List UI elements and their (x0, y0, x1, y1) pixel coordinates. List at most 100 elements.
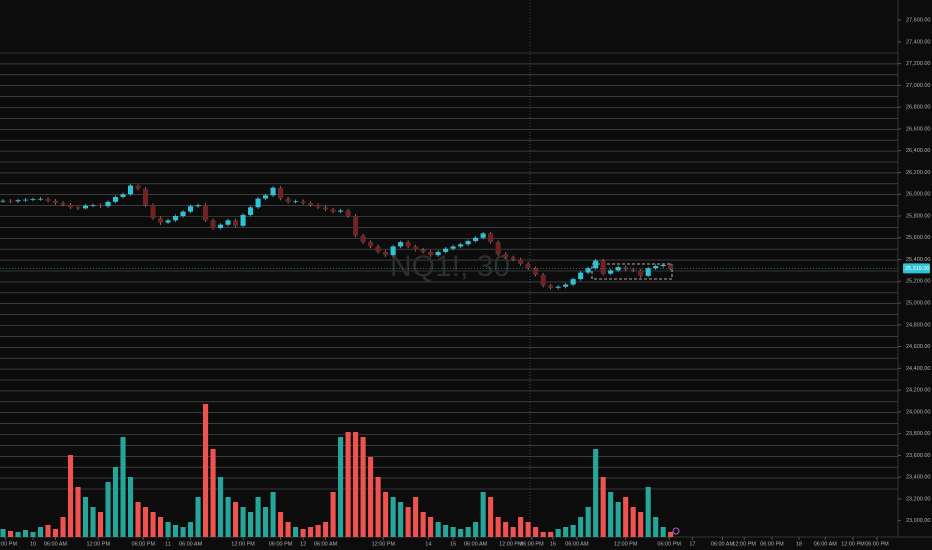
event-marker[interactable] (672, 527, 680, 535)
y-tick-label: 27,000.00 (906, 83, 930, 89)
x-tick-label: 18 (796, 541, 802, 547)
drawn-levels (0, 52, 898, 490)
candle-body (240, 214, 246, 226)
volume-bar (120, 437, 126, 537)
candle-body (255, 198, 261, 208)
candle-body (458, 244, 464, 247)
candle-body (638, 270, 644, 276)
candle-body (428, 251, 434, 256)
candle-body (15, 200, 21, 202)
candle-body (105, 201, 111, 207)
volume-bar (375, 477, 381, 537)
candle-body (285, 198, 291, 202)
volume-bar (330, 492, 336, 537)
x-tick-label: 06:00 AM (44, 541, 68, 547)
volume-bar (405, 507, 411, 537)
candle-body (480, 233, 486, 238)
range-box (591, 263, 673, 280)
volume-bar (570, 525, 576, 537)
candle-body (413, 246, 419, 250)
candle-body (570, 279, 576, 285)
candle-body (645, 268, 651, 276)
candle-body (465, 241, 471, 245)
y-tick-label: 27,200.00 (906, 61, 930, 67)
x-tick-label: 06:00 AM (179, 541, 203, 547)
volume-bar (97, 512, 104, 537)
candle-body (203, 205, 209, 221)
x-tick-label: 06:00 PM (657, 541, 681, 547)
volume-bar (488, 497, 494, 537)
y-tick-label: 25,800.00 (906, 213, 930, 219)
volume-bar (458, 529, 464, 537)
volume-bar (82, 497, 89, 537)
x-tick-label: 10 (30, 541, 36, 547)
candle-body (525, 263, 531, 269)
x-tick-label: 17 (689, 541, 695, 547)
candle-body (338, 210, 344, 212)
volume-bar (293, 527, 299, 537)
volume-bar (278, 512, 284, 537)
volume-bar (112, 467, 119, 537)
x-tick-label: 12:00 PM (614, 541, 638, 547)
volume-bar (15, 532, 21, 537)
volume-bar (22, 530, 29, 537)
y-tick-label: 26,600.00 (906, 126, 930, 132)
volume-bar (615, 502, 621, 537)
volume-bar (360, 437, 366, 537)
candle-body (653, 266, 659, 269)
volume-bar (390, 497, 396, 537)
candle-body (630, 269, 636, 271)
candle-body (435, 251, 441, 256)
candle-body (210, 220, 216, 228)
volume-bar (540, 532, 546, 537)
y-tick-label: 23,600.00 (906, 453, 930, 459)
candle-body (180, 211, 186, 216)
candle-body (300, 201, 306, 203)
candle-body (615, 267, 621, 271)
volume-bar (608, 492, 614, 537)
volume-bar (465, 527, 471, 537)
x-tick-label: 06:00 AM (314, 541, 338, 547)
x-tick-label: 14 (425, 541, 431, 547)
candle-body (323, 207, 329, 210)
x-tick-label: 12:00 PM (372, 541, 396, 547)
x-tick-label: 15 (450, 541, 456, 547)
volume-bar (240, 507, 246, 537)
volume-bar (578, 517, 584, 537)
candle-body (278, 187, 284, 199)
volume-bar (165, 522, 171, 537)
volume-bar (67, 455, 74, 537)
x-tick-label: 06:00 AM (814, 541, 838, 547)
volume-bar (653, 517, 659, 537)
volume-bar (413, 497, 419, 537)
candle-body (368, 242, 374, 247)
volume-bar (233, 502, 239, 537)
candle-body (608, 270, 614, 274)
volume-bar (37, 527, 44, 537)
y-tick-label: 24,200.00 (906, 388, 930, 394)
y-tick-label: 23,200.00 (906, 496, 930, 502)
candle-body (75, 207, 81, 209)
candle-body (97, 205, 104, 207)
volume-bar (188, 522, 194, 537)
volume-bar (345, 432, 351, 537)
candle-body (353, 215, 359, 236)
volume-bar (315, 525, 321, 537)
candle-body (60, 202, 66, 205)
volume-bar (555, 529, 561, 537)
candle-body (578, 272, 584, 280)
candle-body (7, 200, 14, 202)
candle-body (22, 199, 29, 201)
volume-bar (52, 529, 59, 537)
volume-bar (383, 492, 389, 537)
volume-bar (45, 525, 51, 537)
candle-body (503, 254, 509, 258)
candle-body (195, 205, 201, 207)
x-tick-label: 12 (300, 541, 306, 547)
volume-bar (150, 512, 156, 537)
volume-bar (510, 527, 516, 537)
candle-body (67, 204, 74, 208)
volume-bar (525, 522, 531, 537)
